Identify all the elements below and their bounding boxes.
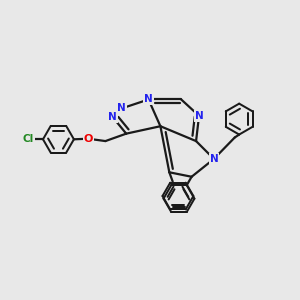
Text: N: N: [144, 94, 153, 104]
Text: Cl: Cl: [22, 134, 34, 144]
Text: O: O: [83, 134, 93, 144]
Text: N: N: [109, 112, 117, 122]
Text: N: N: [209, 154, 218, 164]
Text: N: N: [117, 103, 126, 113]
Text: N: N: [195, 111, 203, 121]
